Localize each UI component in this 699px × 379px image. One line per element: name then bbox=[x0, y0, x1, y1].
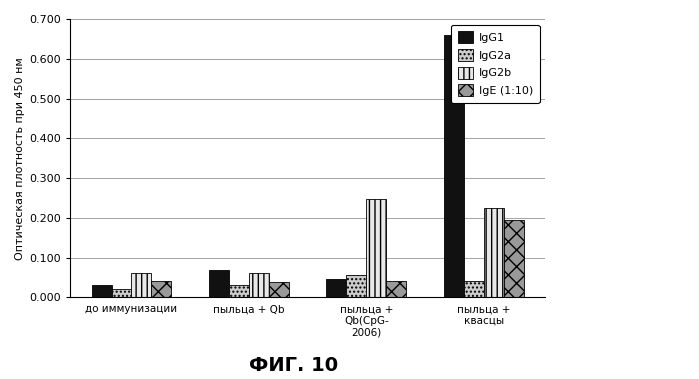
Bar bbox=[463, 282, 484, 298]
Y-axis label: Оптическая плотность при 450 нм: Оптическая плотность при 450 нм bbox=[15, 57, 25, 260]
Bar bbox=[112, 290, 131, 298]
Bar bbox=[229, 285, 249, 298]
Bar bbox=[366, 199, 387, 298]
Bar bbox=[152, 282, 171, 298]
Bar bbox=[387, 282, 406, 298]
Bar bbox=[209, 270, 229, 298]
Bar bbox=[346, 276, 366, 298]
Bar bbox=[92, 285, 112, 298]
Bar bbox=[484, 208, 504, 298]
Bar bbox=[326, 279, 346, 298]
Bar bbox=[444, 35, 463, 298]
Text: ФИГ. 10: ФИГ. 10 bbox=[249, 356, 338, 375]
Bar bbox=[269, 282, 289, 298]
Bar bbox=[131, 274, 152, 298]
Bar bbox=[504, 220, 524, 298]
Bar bbox=[249, 274, 269, 298]
Legend: IgG1, IgG2a, IgG2b, IgE (1:10): IgG1, IgG2a, IgG2b, IgE (1:10) bbox=[451, 25, 540, 103]
